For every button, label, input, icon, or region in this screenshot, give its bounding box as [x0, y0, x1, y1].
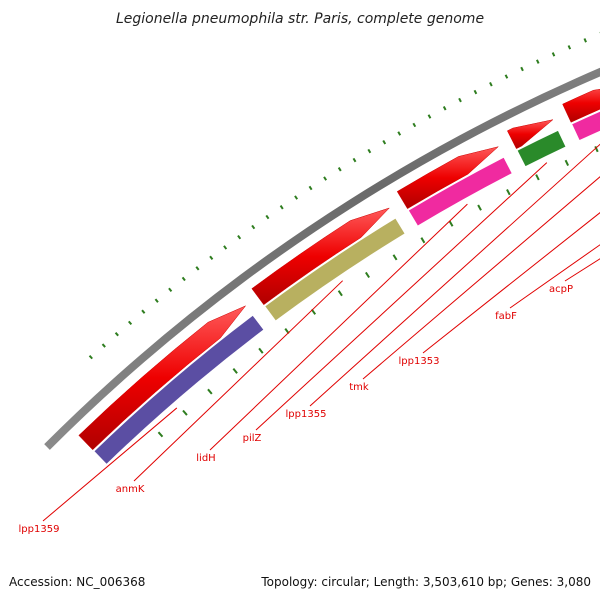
gene-band [571, 111, 600, 141]
gene-label: fabF [495, 311, 517, 322]
scale-dot [168, 287, 173, 292]
scale-dot [294, 195, 299, 200]
leader-line [362, 176, 600, 380]
gene-band [408, 156, 513, 227]
scale-dot [367, 148, 372, 154]
gene-band [93, 314, 265, 465]
scale-dot [223, 245, 228, 250]
inner-tick [365, 271, 370, 279]
scale-dot [382, 140, 387, 145]
scale-dot [442, 105, 447, 111]
gene-track [93, 111, 600, 465]
inner-tick [477, 204, 482, 211]
gene-label: acpP [549, 284, 573, 295]
genome-backbone [44, 67, 600, 450]
leader-line [309, 143, 600, 407]
inner-tick [594, 145, 599, 153]
scale-dot [473, 89, 478, 95]
scale-dot [101, 343, 106, 348]
scale-dot [154, 298, 159, 303]
leader-line [42, 407, 178, 522]
scale-dot [352, 157, 357, 163]
accession-text: Accession: NC_006368 [9, 575, 145, 589]
genome-title: Legionella pneumophila str. Paris, compl… [116, 11, 484, 27]
cds-arrow [562, 88, 600, 123]
gene-label: lpp1353 [399, 356, 440, 367]
scale-dot [458, 97, 462, 103]
inner-tick [232, 367, 238, 374]
scale-dot [279, 205, 284, 210]
leader-line [209, 203, 468, 451]
scale-dot [195, 266, 200, 271]
scale-dot [504, 74, 509, 79]
inner-tick [258, 347, 264, 354]
scale-dot [308, 185, 313, 191]
inner-tick [420, 237, 426, 244]
scale-dot [265, 214, 270, 220]
scale-dot [536, 59, 540, 64]
inner-tick [207, 388, 213, 395]
cds-arrow [396, 146, 499, 210]
inner-tick [506, 189, 511, 196]
scale-dot [520, 66, 524, 72]
scale-dot [127, 320, 133, 326]
gene-label: pilZ [243, 433, 262, 444]
inner-tick [535, 174, 540, 181]
scale-dot [209, 255, 214, 261]
scale-dot [323, 176, 328, 181]
scale-dot [412, 122, 417, 128]
inner-tick [564, 159, 570, 167]
inner-tick [448, 220, 454, 227]
gene-label: lpp1359 [19, 524, 60, 535]
gene-band [264, 217, 406, 322]
leader-line [422, 212, 600, 354]
inner-tick [157, 431, 164, 438]
kbp-scale: 1504 kbp1505 kbp1506 kbp1507 kbp1508 kbp… [88, 31, 600, 438]
scale-dot [237, 234, 242, 240]
scale-dot [181, 276, 186, 282]
cds-track [78, 88, 600, 451]
cds-arrow [251, 207, 390, 306]
gene-label: anmK [116, 484, 145, 495]
gene-band [516, 130, 567, 167]
scale-dot [141, 309, 146, 314]
scale-dot [551, 52, 556, 57]
scale-dot [251, 224, 256, 230]
scale-dot [88, 354, 93, 360]
scale-dot [427, 114, 432, 119]
scale-dot [567, 45, 572, 50]
inner-tick [182, 409, 188, 416]
scale-dot [489, 82, 493, 87]
scale-dot [337, 167, 342, 172]
gene-labels: lpp1359 anmK lidH pilZ lpp1355 tmk lpp1353 fabF… [19, 143, 600, 535]
gene-label: lidH [196, 453, 215, 464]
cds-arrow [78, 305, 246, 451]
inner-tick [337, 290, 343, 297]
leader-line [255, 162, 548, 431]
cds-arrow [507, 119, 554, 150]
leader-line [133, 280, 344, 482]
scale-dot [583, 38, 587, 43]
scale-dot [397, 131, 402, 136]
inner-tick [392, 254, 398, 261]
topology-text: Topology: circular; Length: 3,503,610 bp… [260, 575, 591, 589]
leader-line [509, 244, 600, 309]
gene-label: tmk [349, 382, 369, 393]
gene-label: lpp1355 [286, 409, 327, 420]
backbone-ring [44, 67, 600, 450]
scale-dot [114, 332, 119, 337]
